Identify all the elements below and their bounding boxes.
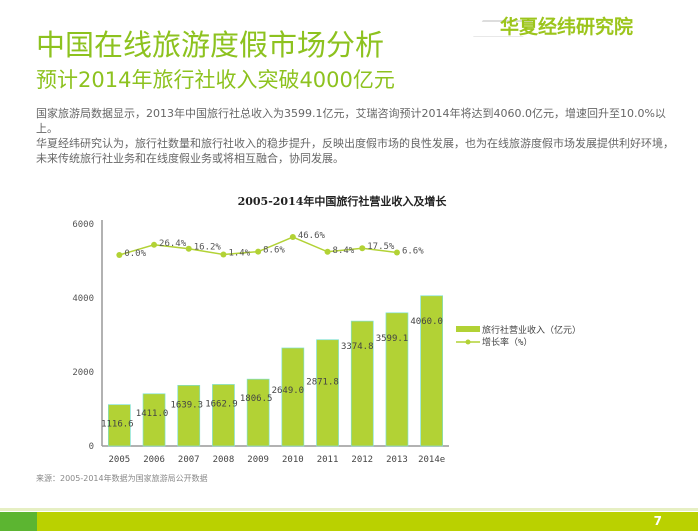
bar: [142, 393, 166, 447]
bar: [281, 347, 305, 447]
x-tick-label: 2014e: [418, 455, 445, 465]
y-tick-label: 0: [89, 442, 94, 452]
footer-bar: 7: [0, 512, 698, 531]
growth-data-label: 26.4%: [159, 239, 187, 249]
bar: [177, 384, 201, 447]
bar-data-label: 1411.0: [136, 409, 169, 419]
growth-data-label: 1.4%: [228, 248, 250, 258]
growth-point: [116, 252, 123, 258]
growth-point: [393, 249, 400, 256]
chart-title: 2005-2014年中国旅行社营业收入及增长: [238, 194, 448, 208]
growth-data-label: 8.6%: [263, 246, 285, 256]
bar-data-label: 2649.0: [272, 386, 305, 396]
growth-point: [324, 248, 331, 255]
bar: [420, 295, 443, 447]
bar: [107, 404, 131, 447]
x-tick-label: 2006: [143, 455, 165, 465]
logo: 华夏经纬研究院: [500, 16, 634, 38]
x-tick-label: 2008: [213, 455, 235, 465]
y-tick-label: 4000: [72, 294, 94, 304]
page-subtitle: 预计2014年旅行社收入突破4000亿元: [36, 68, 395, 92]
bar-data-label: 3374.8: [341, 342, 374, 352]
growth-point: [185, 245, 192, 252]
y-tick-label: 6000: [72, 220, 94, 230]
growth-data-label: 16.2%: [194, 243, 222, 253]
growth-point: [359, 245, 366, 252]
growth-point: [220, 251, 227, 258]
growth-data-label: 6.6%: [402, 246, 424, 256]
bar-data-label: 1116.6: [101, 420, 134, 430]
legend-line-marker: [465, 339, 471, 345]
paragraph: 华夏经纬研究认为，旅行社数量和旅行社收入的稳步提升，反映出度假市场的良性发展，也…: [36, 137, 674, 165]
x-tick-label: 2009: [247, 455, 269, 465]
x-tick-label: 2013: [386, 455, 408, 465]
x-tick-label: 2005: [109, 455, 131, 465]
bar: [385, 312, 409, 447]
growth-point: [151, 241, 158, 248]
bar: [316, 339, 339, 447]
growth-point: [255, 248, 262, 255]
legend-bar-swatch: [456, 326, 480, 332]
bar: [212, 384, 235, 447]
body-text: 国家旅游局数据显示，2013年中国旅行社总收入为3599.1亿元，艾瑞咨询预计2…: [36, 106, 676, 166]
bar-data-label: 4060.0: [410, 317, 443, 327]
bar: [246, 378, 270, 447]
legend-line-label: 增长率（%）: [482, 336, 532, 348]
growth-data-label: 46.6%: [298, 231, 326, 241]
x-tick-label: 2010: [282, 455, 304, 465]
x-tick-label: 2012: [351, 455, 373, 465]
bar-data-label: 1639.3: [170, 400, 203, 410]
paragraph: 国家旅游局数据显示，2013年中国旅行社总收入为3599.1亿元，艾瑞咨询预计2…: [36, 107, 666, 135]
bar-data-label: 1806.5: [240, 394, 273, 404]
growth-data-label: 8.4%: [333, 246, 355, 256]
page-title: 中国在线旅游度假市场分析: [36, 28, 385, 62]
bar-data-label: 3599.1: [376, 334, 409, 344]
x-tick-label: 2007: [178, 455, 200, 465]
footer-accent: [0, 512, 37, 531]
growth-point: [289, 234, 296, 241]
growth-data-label: 17.5%: [367, 242, 395, 252]
bar: [350, 320, 374, 447]
growth-data-label: 0.0%: [124, 249, 146, 259]
bar-data-label: 1662.9: [205, 399, 238, 409]
bar-data-label: 2871.8: [306, 378, 339, 388]
page-number: 7: [653, 514, 662, 528]
footer-divider: [0, 508, 698, 511]
y-tick-label: 2000: [72, 368, 94, 378]
source-note: 来源：2005-2014年数据为国家旅游局公开数据: [36, 474, 208, 483]
legend-bar-label: 旅行社营业收入（亿元）: [482, 324, 581, 336]
x-tick-label: 2011: [317, 455, 339, 465]
